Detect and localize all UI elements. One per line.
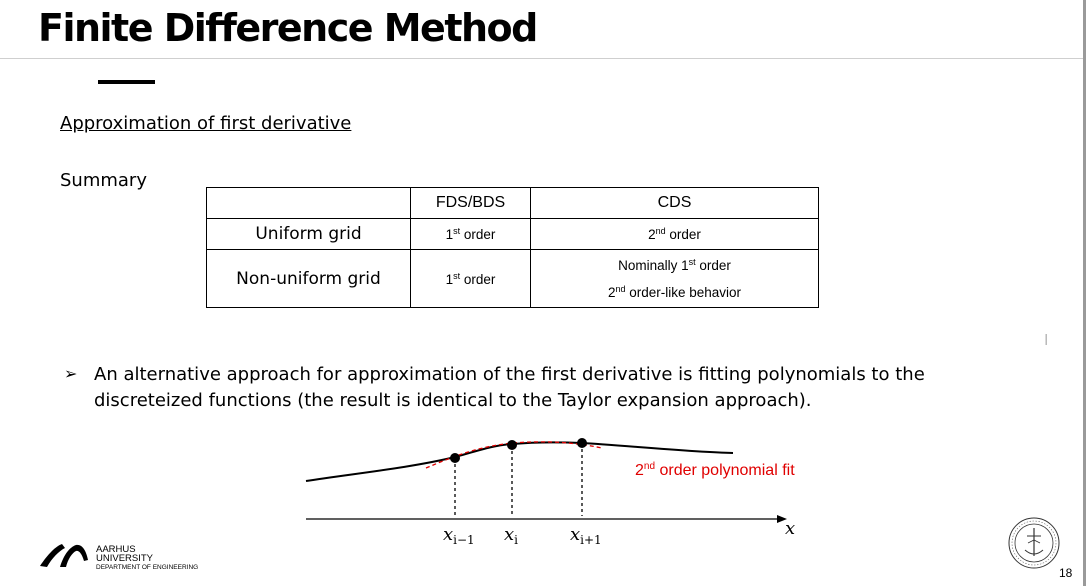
table-row: Non-uniform grid 1st order Nominally 1st… (206, 249, 819, 308)
axis-arrowhead (777, 515, 787, 523)
label-subscript: i (514, 533, 518, 547)
label-x-i-minus-1: xi−1 (443, 524, 475, 547)
label-base: x (443, 524, 454, 545)
order-word: order (460, 271, 496, 287)
table-header-cds: CDS (530, 187, 819, 219)
window-edge (1083, 0, 1086, 586)
summary-table: FDS/BDS CDS Uniform grid 1st order 2nd o… (206, 187, 819, 308)
table-header-row: FDS/BDS CDS (206, 187, 819, 219)
order-suffix: nd (655, 226, 666, 236)
polynomial-fit-curve (425, 441, 603, 469)
fit-label-suffix: nd (643, 461, 656, 472)
fit-label-text: order polynomial fit (655, 462, 795, 479)
summary-label: Summary (60, 170, 147, 191)
order-suffix: st (688, 257, 696, 267)
label-base: x (504, 524, 515, 545)
slide-title: Finite Difference Method (38, 6, 538, 50)
grid-point-i-minus-1 (450, 453, 460, 463)
university-name: AARHUS UNIVERSITY DEPARTMENT OF ENGINEER… (96, 545, 198, 572)
page-number: 18 (1059, 566, 1073, 580)
cds-line-nominal: Nominally 1st order (531, 257, 818, 273)
axis-label-x: x (785, 518, 796, 539)
title-divider (0, 58, 1083, 59)
polynomial-fit-label: 2nd order polynomial fit (635, 461, 795, 480)
section-subheading: Approximation of first derivative (60, 113, 352, 134)
grid-point-i-plus-1 (577, 438, 587, 448)
bullet-arrow-icon: ➢ (64, 366, 78, 383)
cds-line-text: order (695, 258, 731, 273)
university-line-2: UNIVERSITY (96, 553, 154, 564)
label-x-i-plus-1: xi+1 (570, 524, 602, 547)
cell-nonuniform-cds: Nominally 1st order 2nd order-like behav… (530, 249, 819, 308)
cds-line-behavior: 2nd order-like behavior (607, 284, 742, 300)
aarhus-university-logo-icon (40, 544, 88, 567)
cds-line-text: order-like behavior (625, 285, 742, 300)
label-subscript: i−1 (453, 533, 475, 547)
table-row: Uniform grid 1st order 2nd order (206, 218, 819, 250)
order-number: 1 (445, 227, 454, 242)
table-header-empty (206, 187, 411, 219)
department-name: DEPARTMENT OF ENGINEERING (96, 564, 199, 571)
order-word: order (460, 227, 496, 242)
cell-uniform-cds: 2nd order (530, 218, 819, 250)
cds-line-text: Nominally 1 (618, 258, 689, 273)
order-suffix: st (453, 226, 461, 236)
order-number: 1 (445, 271, 454, 287)
order-suffix: st (453, 270, 461, 281)
cell-nonuniform-fds: 1st order (410, 249, 531, 308)
order-word: order (665, 227, 701, 242)
table-header-fds-bds: FDS/BDS (410, 187, 531, 219)
row-label-non-uniform-grid: Non-uniform grid (206, 249, 411, 308)
fit-label-number: 2 (635, 462, 644, 479)
university-seal-icon (1008, 517, 1060, 569)
bullet-text: An alternative approach for approximatio… (94, 364, 925, 411)
order-suffix: nd (615, 284, 626, 294)
grid-point-i (507, 440, 517, 450)
cell-uniform-fds: 1st order (410, 218, 531, 250)
label-base: x (570, 524, 581, 545)
polynomial-fit-diagram (305, 438, 787, 523)
order-number: 2 (648, 227, 656, 242)
text-cursor-icon: I (1044, 332, 1049, 349)
label-subscript: i+1 (580, 533, 602, 547)
university-line-1: AARHUS (96, 544, 136, 555)
cds-line-text: 2 (607, 285, 616, 300)
label-x-i: xi (504, 524, 518, 547)
accent-bar (98, 80, 155, 84)
row-label-uniform-grid: Uniform grid (206, 218, 411, 250)
